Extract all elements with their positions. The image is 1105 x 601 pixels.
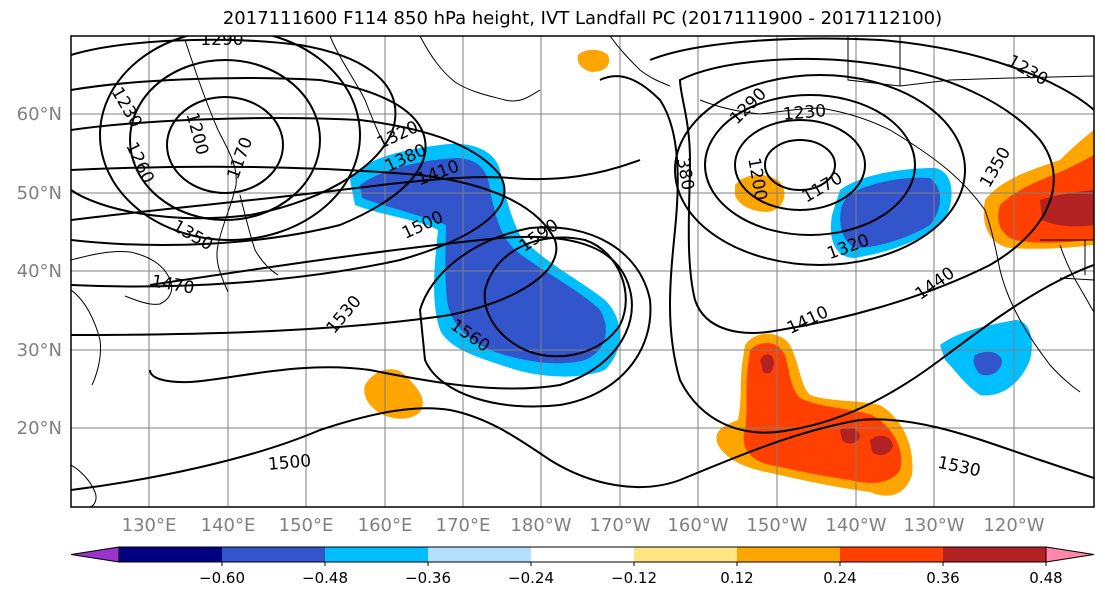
contour-label: 1230 <box>782 101 827 125</box>
colorbar-tick-label: −0.60 <box>199 569 245 587</box>
colorbar-tick-label: −0.48 <box>302 569 348 587</box>
colorbar-swatch <box>943 547 1047 562</box>
lon-label: 150°E <box>279 515 334 536</box>
lat-label: 40°N <box>17 261 62 282</box>
colorbar-swatch <box>531 547 635 562</box>
lon-label: 180°W <box>510 515 571 536</box>
lon-label: 150°W <box>746 515 807 536</box>
lat-label: 30°N <box>17 340 62 361</box>
colorbar-tick-label: 0.48 <box>1029 569 1062 587</box>
height-contours <box>71 36 1094 491</box>
contour-label: 1500 <box>267 451 312 475</box>
colorbar-swatch <box>222 547 326 562</box>
longitude-labels: 130°E 140°E 150°E 160°E 170°E 180°W 170°… <box>122 515 1045 536</box>
colorbar-tick-label: 0.12 <box>720 569 753 587</box>
colorbar-frame <box>118 546 1047 563</box>
lat-label: 50°N <box>17 183 62 204</box>
lon-label: 140°W <box>825 515 886 536</box>
map-frame <box>70 35 1095 508</box>
lat-label: 60°N <box>17 104 62 125</box>
colorbar-swatch <box>325 547 429 562</box>
map-title: 2017111600 F114 850 hPa height, IVT Land… <box>222 8 943 29</box>
colorbar-tick-label: −0.12 <box>611 569 657 587</box>
lon-label: 130°E <box>122 515 177 536</box>
lon-label: 170°E <box>436 515 491 536</box>
coastlines <box>71 36 1094 507</box>
colorbar-extend-max <box>1045 546 1095 563</box>
lon-label: 160°E <box>358 515 413 536</box>
colorbar-swatch <box>428 547 532 562</box>
map-content: 1290 1230 1200 1170 1260 1320 1380 1410 … <box>71 30 1094 507</box>
lon-label: 120°W <box>983 515 1044 536</box>
ivt-negative-shading <box>350 143 1032 396</box>
colorbar-swatch <box>634 547 738 562</box>
colorbar: −0.60 −0.48 −0.36 −0.24 −0.12 0.12 0.24 0.36 0.4… <box>70 546 1095 587</box>
lon-label: 130°W <box>903 515 964 536</box>
colorbar-swatch <box>840 547 944 562</box>
latitude-labels: 60°N 50°N 40°N 30°N 20°N <box>17 104 62 439</box>
colorbar-tick-label: 0.36 <box>926 569 959 587</box>
colorbar-tick-label: −0.36 <box>405 569 451 587</box>
lat-label: 20°N <box>17 418 62 439</box>
colorbar-extend-min <box>70 546 120 563</box>
lon-label: 160°W <box>667 515 728 536</box>
contour-label: 1290 <box>200 30 243 50</box>
colorbar-tick-label: 0.24 <box>823 569 856 587</box>
lon-label: 170°W <box>589 515 650 536</box>
lon-label: 140°E <box>201 515 256 536</box>
colorbar-swatch <box>119 547 223 562</box>
colorbar-tick-label: −0.24 <box>508 569 554 587</box>
colorbar-swatch <box>737 547 841 562</box>
